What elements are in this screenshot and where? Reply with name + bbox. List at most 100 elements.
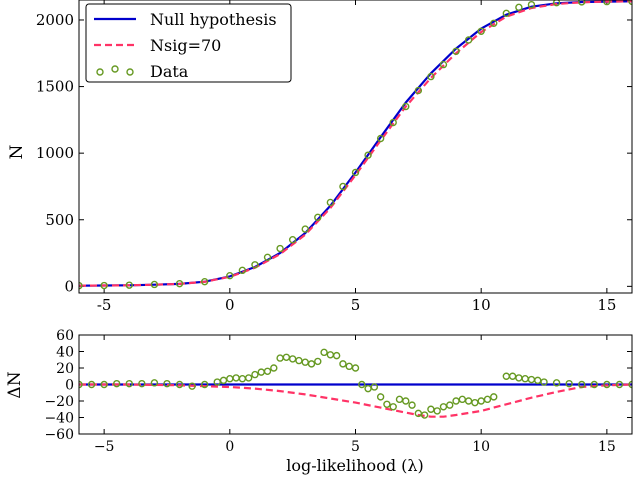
top-data-point — [628, 0, 632, 6]
legend-box — [85, 3, 292, 83]
bottom-data-point — [314, 357, 322, 366]
top-data-point — [263, 253, 272, 262]
top-plot-frame — [78, 0, 633, 294]
top-data-point — [251, 261, 259, 269]
top-y-tick-label: 500 — [45, 211, 74, 229]
bottom-y-tick-label: 0 — [65, 378, 74, 394]
top-data-point — [578, 0, 586, 6]
bottom-data-point — [590, 380, 598, 389]
top-data-point — [301, 225, 309, 233]
top-data-point — [314, 213, 322, 222]
bottom-y-tick-label: −60 — [44, 427, 74, 443]
bottom-data-point — [358, 380, 366, 389]
bottom-data-point — [540, 378, 548, 386]
bottom-data-point — [370, 383, 379, 391]
top-data-point — [515, 3, 523, 12]
bottom-y-tick-label: −40 — [44, 411, 74, 427]
top-x-tick-label: -5 — [97, 296, 112, 314]
bottom-data-point — [332, 351, 341, 360]
bottom-data-point — [615, 380, 624, 389]
bottom-x-tick-label: −5 — [94, 439, 115, 455]
top-x-tick-label: 10 — [472, 296, 491, 314]
bottom-data-point — [578, 380, 586, 389]
bottom-data-point — [320, 348, 328, 357]
bottom-data-point — [565, 379, 573, 388]
top-data-point — [603, 0, 611, 6]
top-data-point — [439, 60, 448, 69]
bottom-data-point — [339, 360, 347, 368]
bottom-y-tick-label: 60 — [56, 328, 74, 344]
bottom-data-point — [163, 379, 171, 388]
bottom-data-point — [87, 380, 96, 389]
top-data-point — [339, 182, 347, 191]
top-y-axis-label: N — [7, 144, 27, 159]
top-data-point — [477, 27, 485, 35]
top-data-point — [552, 0, 561, 7]
bottom-x-tick-label: 10 — [472, 439, 490, 455]
top-x-tick-label: 0 — [225, 296, 235, 314]
bottom-data-point — [150, 379, 159, 387]
bottom-data-point — [490, 393, 498, 401]
bottom-y-tick-label: 20 — [56, 361, 74, 377]
bottom-x-tick-label: 0 — [225, 439, 234, 455]
bottom-data-point — [79, 380, 83, 389]
legend-data-marker — [96, 68, 104, 76]
top-data-point — [288, 236, 297, 244]
bottom-plot-frame — [78, 334, 633, 435]
top-y-tick-label: 1500 — [36, 78, 74, 96]
legend-data-marker — [126, 68, 134, 76]
bottom-data-point — [270, 364, 278, 372]
bottom-data-point — [603, 380, 611, 389]
bottom-data-point — [263, 367, 272, 375]
top-data-point — [226, 271, 234, 280]
top-data-point — [376, 134, 385, 143]
top-data-point — [364, 151, 372, 159]
legend-data-label: Data — [150, 62, 189, 81]
top-x-tick-label: 5 — [351, 296, 361, 314]
top-data-point — [452, 47, 460, 55]
bottom-data-point — [100, 380, 108, 389]
bottom-series — [79, 348, 632, 419]
bottom-x-tick-label: 5 — [351, 439, 360, 455]
bottom-data-point — [244, 374, 253, 382]
bottom-data-point — [307, 360, 316, 368]
top-data-point — [414, 86, 423, 95]
legend: Null hypothesis Nsig=70 Data — [85, 3, 292, 83]
top-x-ticks: -5 0 5 10 15 — [97, 0, 616, 314]
bottom-data-point — [433, 407, 441, 415]
bottom-data-point — [552, 379, 561, 387]
bottom-data-point — [389, 403, 397, 411]
legend-item-null: Null hypothesis — [94, 10, 277, 29]
bottom-data-point — [628, 380, 632, 389]
top-series-nsig-70-line — [79, 0, 632, 287]
bottom-data-point — [376, 393, 385, 401]
legend-item-nsig: Nsig=70 — [94, 36, 221, 55]
bottom-series-nsig-70-line — [79, 383, 632, 418]
top-y-tick-label: 1000 — [36, 144, 74, 162]
bottom-data-point — [251, 370, 259, 379]
bottom-y-tick-label: 40 — [56, 345, 74, 361]
top-data-point — [427, 72, 435, 81]
top-data-point — [276, 244, 284, 253]
bottom-data-point — [200, 380, 209, 389]
bottom-data-point — [113, 379, 121, 388]
top-data-point — [490, 19, 498, 28]
top-panel: -5 0 5 10 15 0 500 1000 1500 2000 N Null hypothe… — [7, 0, 633, 314]
bottom-data-point — [188, 382, 196, 390]
top-data-point — [464, 36, 473, 44]
top-data-point — [351, 168, 360, 177]
top-y-tick-label: 2000 — [36, 11, 74, 29]
bottom-data-point — [175, 380, 184, 389]
top-data-point — [100, 281, 108, 290]
top-data-point — [150, 280, 159, 289]
legend-null-label: Null hypothesis — [150, 10, 277, 29]
bottom-data-point — [138, 379, 146, 388]
top-data-point — [502, 9, 511, 18]
bottom-data-point — [383, 400, 391, 408]
legend-nsig-label: Nsig=70 — [150, 36, 221, 55]
top-series — [79, 0, 632, 290]
bottom-data-point — [125, 379, 133, 388]
